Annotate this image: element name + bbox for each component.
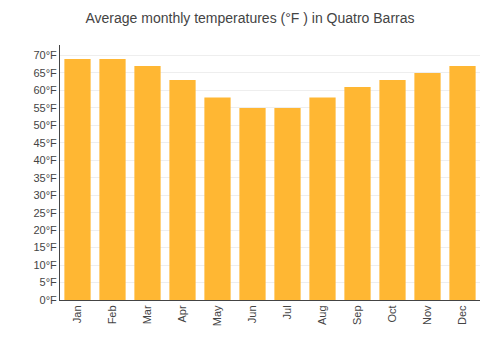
svg-text:Sep: Sep (351, 305, 363, 325)
svg-text:Jun: Jun (246, 305, 258, 323)
svg-text:Oct: Oct (386, 305, 398, 322)
svg-text:Dec: Dec (456, 305, 468, 325)
svg-text:10°F: 10°F (33, 259, 57, 271)
svg-text:Jan: Jan (71, 305, 83, 323)
svg-text:70°F: 70°F (33, 49, 57, 61)
svg-text:45°F: 45°F (33, 137, 57, 149)
svg-text:5°F: 5°F (40, 276, 58, 288)
svg-text:40°F: 40°F (33, 154, 57, 166)
svg-text:25°F: 25°F (33, 207, 57, 219)
svg-text:30°F: 30°F (33, 189, 57, 201)
svg-text:35°F: 35°F (33, 172, 57, 184)
svg-text:60°F: 60°F (33, 84, 57, 96)
svg-text:Feb: Feb (106, 305, 118, 324)
svg-text:65°F: 65°F (33, 67, 57, 79)
svg-text:Mar: Mar (141, 305, 153, 324)
svg-text:Aug: Aug (316, 305, 328, 325)
svg-text:50°F: 50°F (33, 119, 57, 131)
svg-text:15°F: 15°F (33, 241, 57, 253)
svg-text:May: May (211, 305, 223, 326)
svg-text:20°F: 20°F (33, 224, 57, 236)
svg-text:55°F: 55°F (33, 102, 57, 114)
svg-text:Apr: Apr (176, 305, 188, 322)
svg-text:Jul: Jul (281, 305, 293, 319)
svg-text:Average monthly temperatures (: Average monthly temperatures (°F ) in Qu… (85, 10, 414, 26)
svg-text:0°F: 0°F (40, 294, 58, 306)
svg-text:Nov: Nov (421, 305, 433, 325)
